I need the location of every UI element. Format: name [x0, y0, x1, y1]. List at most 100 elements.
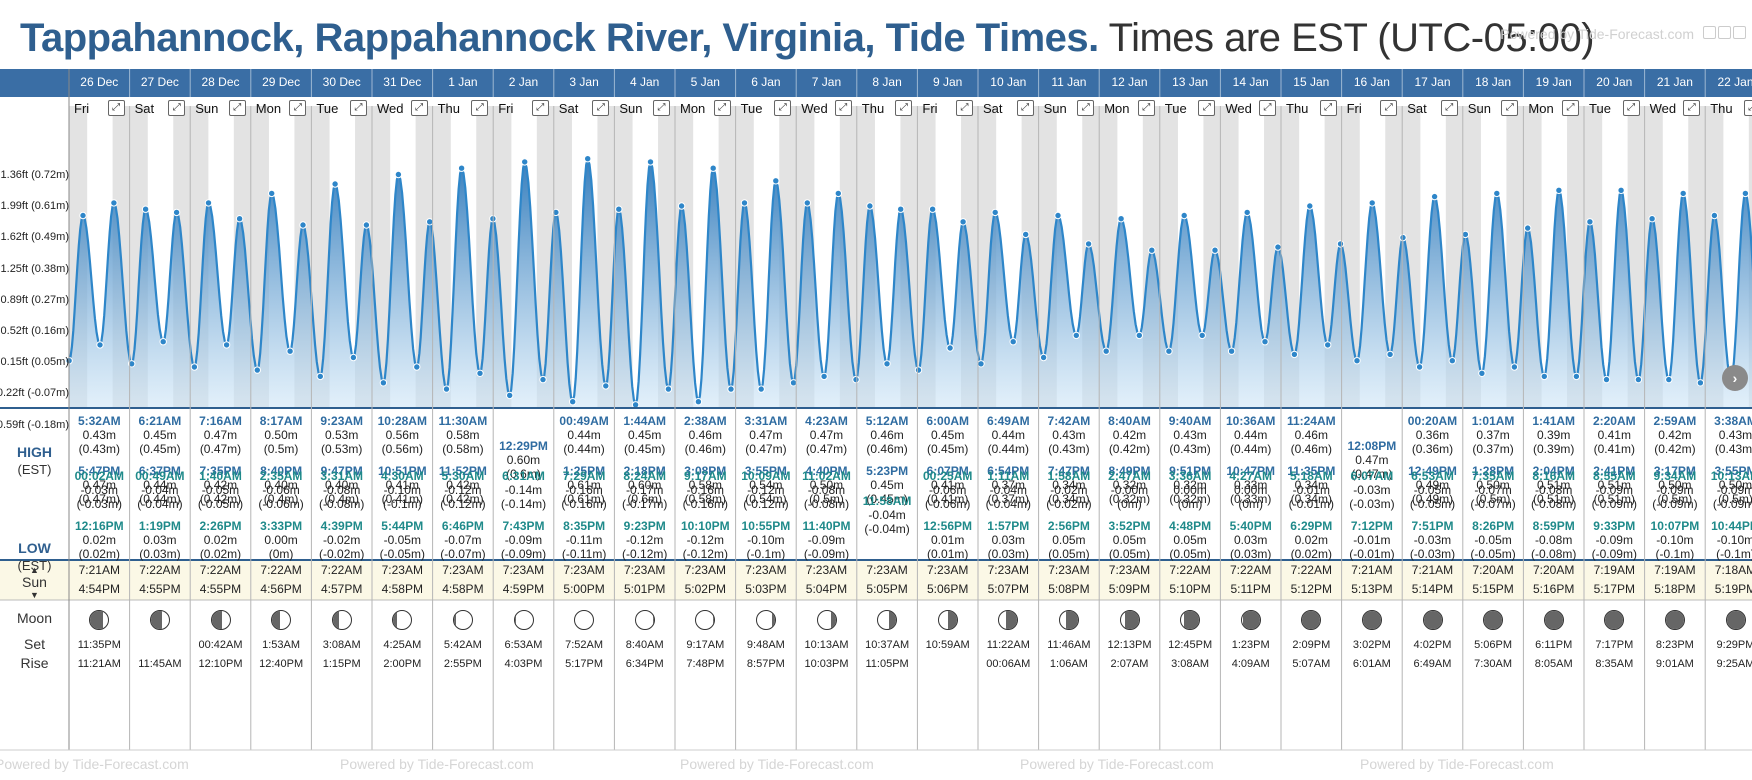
high-tide-height: 0.46m [870, 428, 904, 442]
expand-icon[interactable]: ⤢ [1259, 100, 1276, 116]
expand-icon[interactable]: ⤢ [1683, 100, 1701, 116]
weekday-label: Wed [377, 101, 404, 116]
high-tide-time: 6:00AM [926, 414, 970, 428]
expand-icon[interactable]: ⤢ [289, 100, 307, 116]
expand-icon[interactable]: ⤢ [834, 100, 852, 116]
high-tide-height: 0.44m [1234, 428, 1268, 442]
low-tide-height-alt: (-0.09m) [1591, 547, 1637, 561]
expand-icon[interactable]: ⤢ [956, 100, 973, 116]
sunset-time: 4:55PM [139, 582, 181, 596]
low-tide-height-alt: (-0.01m) [1349, 547, 1395, 561]
sunset-time: 4:58PM [442, 582, 484, 596]
low-tide-time: 8:55AM [1592, 469, 1636, 483]
high-tide-point [1710, 211, 1719, 220]
high-tide-height: 0.42m [1658, 428, 1692, 442]
expand-icon[interactable]: ⤢ [1622, 100, 1640, 116]
low-tide-height-alt: (-0.09m) [803, 547, 850, 561]
page-title: Tappahannock, Rappahannock River, Virgin… [20, 8, 1595, 68]
high-tide-height: 0.32m [1112, 478, 1147, 492]
moonrise-time: 2:00PM [383, 658, 422, 670]
low-tide-height: 0.05m [1112, 533, 1147, 547]
date-label: 21 Jan [1656, 75, 1693, 89]
date-label: 29 Dec [262, 75, 301, 89]
weekday-label: Tue [316, 101, 339, 116]
expand-icon[interactable]: ⤢ [1198, 100, 1216, 116]
high-tide-height-alt: (0.47m) [1351, 467, 1393, 481]
low-tide-time: 5:40PM [1229, 519, 1272, 533]
y-tick-label: 1.25ft (0.38m) [0, 262, 69, 275]
expand-icon[interactable]: ⤢ [774, 100, 792, 116]
expand-icon[interactable]: ⤢ [350, 100, 367, 116]
low-tide-time: 3:52PM [1108, 519, 1151, 533]
high-tide-cell: 2:41PM 0.51m (0.51m) [1584, 464, 1645, 506]
expand-icon[interactable]: ⤢ [1319, 100, 1337, 116]
high-tide-time: 2:41PM [1593, 464, 1636, 478]
low-tide-time: 8:24AM [623, 469, 667, 483]
expand-icon[interactable]: ⤢ [592, 100, 610, 116]
low-tide-height-alt: (-0.04m) [137, 497, 183, 511]
expand-icon[interactable]: ⤢ [410, 100, 428, 116]
low-tide-time: 10:07PM [1650, 519, 1700, 533]
expand-icon[interactable]: ⤢ [1440, 100, 1458, 116]
moonset-time: 10:13AM [804, 639, 849, 651]
low-tide-height: 0.00m [1173, 483, 1207, 497]
high-tide-cell: 7:16AM 0.47m (0.47m) [190, 414, 251, 456]
high-tide-height: 0.56m [385, 428, 419, 442]
low-tide-point [1102, 347, 1110, 355]
moonset-time: 7:52AM [565, 639, 604, 651]
date-label: 9 Jan [933, 75, 963, 89]
date-label: 1 Jan [448, 75, 478, 89]
low-tide-cell: 1:19PM 0.03m (0.03m) [130, 519, 191, 561]
low-tide-height: 0.01m [931, 533, 965, 547]
high-tide-point [615, 205, 623, 213]
expand-icon[interactable]: ⤢ [1137, 100, 1155, 116]
low-tide-cell: 4:48PM 0.05m (0.05m) [1160, 519, 1221, 561]
high-tide-height: 0.49m [1415, 478, 1450, 492]
sunset-time: 5:06PM [927, 582, 969, 596]
expand-icon[interactable]: ⤢ [168, 100, 186, 116]
scroll-right-handle[interactable]: › [1722, 365, 1748, 391]
sunrise-time: 7:23AM [381, 563, 423, 577]
high-tide-cell: 9:40AM 0.43m (0.43m) [1160, 414, 1221, 456]
low-tide-height: -0.11m [565, 533, 603, 547]
expand-icon[interactable]: ⤢ [471, 100, 489, 116]
expand-icon[interactable]: ⤢ [713, 100, 731, 116]
low-tide-height: 0.00m [264, 533, 298, 547]
expand-icon[interactable]: ⤢ [1380, 100, 1398, 116]
low-tide-time: 6:53AM [1411, 469, 1454, 483]
low-tide-height: -0.09m [1656, 483, 1694, 497]
moonrise-time: 8:05AM [1534, 658, 1573, 670]
high-tide-point [1211, 246, 1219, 254]
set-row-label: Set [23, 636, 45, 652]
high-tide-height: 0.44m [567, 428, 601, 442]
low-tide-point [569, 398, 577, 406]
date-label: 17 Jan [1414, 75, 1451, 89]
expand-icon[interactable]: ⤢ [1743, 100, 1752, 116]
low-tide-point [1448, 357, 1457, 365]
expand-icon[interactable]: ⤢ [895, 100, 913, 116]
high-tide-time: 3:08PM [684, 464, 727, 478]
expand-icon[interactable]: ⤢ [228, 100, 246, 116]
sunset-time: 5:10PM [1169, 582, 1211, 596]
expand-icon[interactable]: ⤢ [653, 100, 670, 116]
low-tide-cell: 00:25AM -0.06m (-0.06m) [917, 469, 978, 511]
moon-shadow [332, 611, 339, 629]
date-label: 13 Jan [1172, 75, 1209, 89]
moonrise-time: 4:03PM [504, 658, 543, 670]
high-tide-time: 1:41AM [1532, 414, 1576, 428]
low-tide-height: 0.02m [203, 533, 238, 547]
low-tide-height: 0.03m [143, 533, 177, 547]
high-tide-time: 5:12AM [865, 414, 909, 428]
high-tide-cell: 7:35PM 0.42m (0.42m) [190, 464, 251, 506]
expand-icon[interactable]: ⤢ [531, 100, 549, 116]
expand-icon[interactable]: ⤢ [1016, 100, 1034, 116]
high-tide-point [709, 164, 717, 172]
expand-icon[interactable]: ⤢ [1562, 100, 1579, 116]
expand-icon[interactable]: ⤢ [107, 100, 125, 116]
expand-icon[interactable]: ⤢ [1501, 100, 1519, 116]
expand-icon[interactable]: ⤢ [1077, 100, 1095, 116]
high-tide-height-alt: (0.33m) [1230, 492, 1272, 506]
low-tide-height: -0.14m [504, 483, 543, 497]
moonset-time: 12:13PM [1107, 639, 1152, 651]
high-tide-time: 7:35PM [199, 464, 242, 478]
